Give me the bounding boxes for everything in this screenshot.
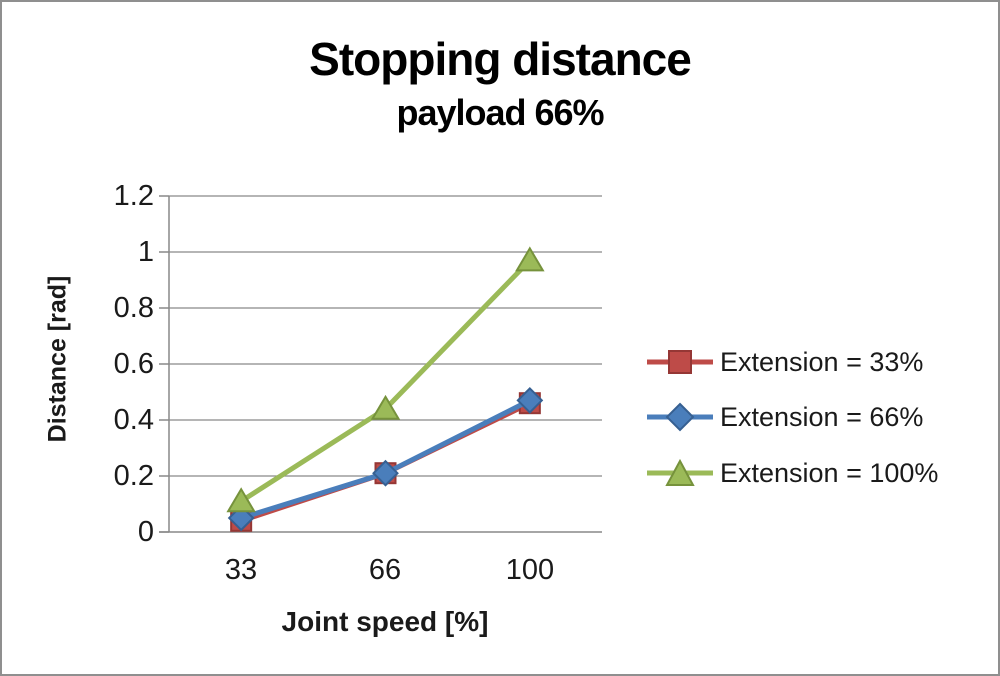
x-tick-label: 100 (505, 554, 555, 586)
legend-item-extension-100: Extension = 100% (647, 456, 938, 490)
y-tick-label: 0.2 (113, 460, 154, 492)
y-tick-label: 1.2 (113, 180, 154, 212)
chart-subtitle: payload 66% (396, 92, 604, 133)
marker-triangle (370, 394, 401, 420)
chart-title: Stopping distance (309, 33, 692, 85)
y-tick-label: 0.8 (113, 292, 154, 324)
x-axis-title: Joint speed [%] (281, 606, 489, 637)
y-axis-title: Distance [rad] (43, 275, 72, 443)
marker-diamond (372, 459, 399, 487)
y-tick-label: 0 (137, 516, 154, 548)
legend-marker-triangle-icon (647, 458, 713, 486)
y-tick-label: 0.4 (113, 404, 154, 436)
marker-triangle (226, 487, 256, 513)
legend-marker-square-icon (647, 350, 713, 374)
marker-diamond (516, 386, 544, 414)
y-tick-label: 1 (137, 236, 154, 268)
legend-label: Extension = 66% (720, 401, 924, 432)
marker-triangle (515, 246, 545, 272)
legend-label: Extension = 100% (720, 457, 939, 488)
legend-label: Extension = 33% (720, 346, 924, 377)
y-tick-label: 0.6 (113, 348, 154, 380)
legend-marker-diamond-icon (647, 402, 713, 432)
x-tick-label: 33 (224, 554, 258, 586)
legend-item-extension-33: Extension = 33% (647, 345, 923, 379)
x-tick-label: 66 (368, 554, 402, 586)
legend-item-extension-66: Extension = 66% (647, 400, 923, 434)
